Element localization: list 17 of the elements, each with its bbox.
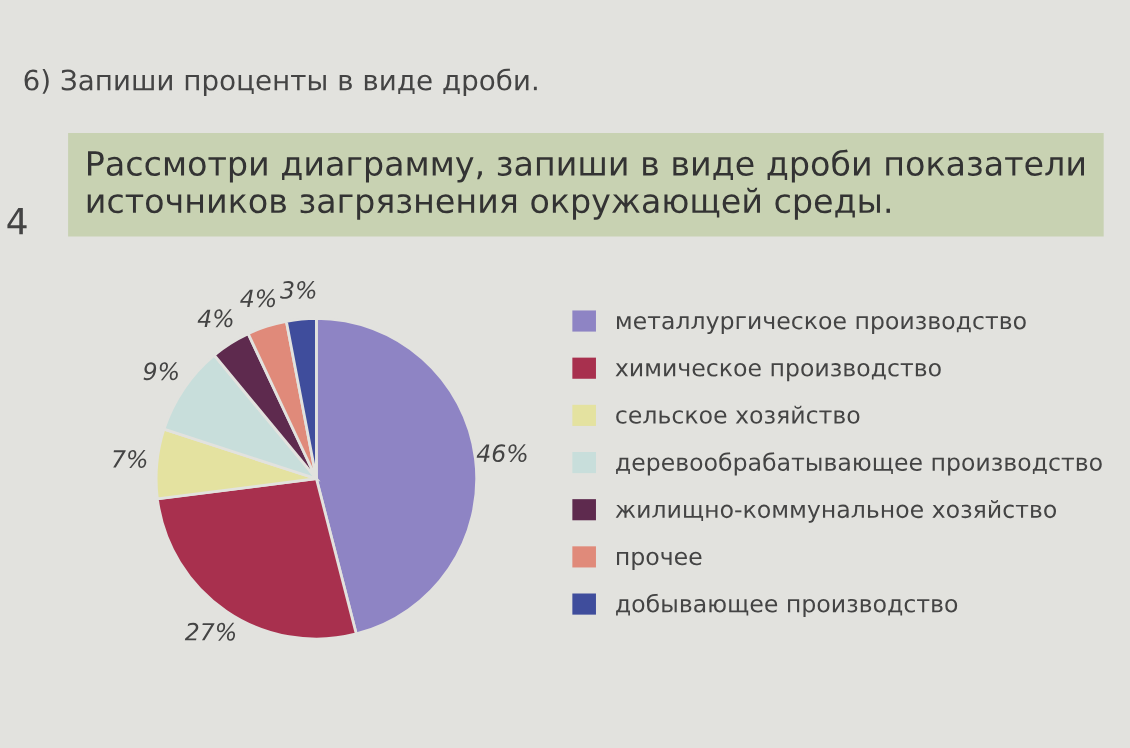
legend-label: сельское хозяйство bbox=[616, 405, 860, 424]
legend-label: деревообрабатывающее производство bbox=[616, 452, 1102, 476]
chart-title: Рассмотри диаграмму, запиши в виде дроби показатели источников загрязнения окружающей среды. bbox=[87, 149, 1084, 220]
legend-label: прочее bbox=[617, 551, 702, 570]
data-label: 7% bbox=[113, 450, 147, 468]
legend-label: добывающее производство bbox=[616, 593, 958, 618]
data-label: 46% bbox=[476, 444, 527, 463]
text: 4 bbox=[7, 208, 27, 235]
data-label: 3% bbox=[280, 281, 316, 299]
legend-label: жилищно-коммунальное хозяйство bbox=[615, 499, 1057, 523]
data-label: 4% bbox=[240, 289, 276, 308]
legend-label: химическое производство bbox=[615, 363, 941, 382]
data-label: 9% bbox=[143, 362, 178, 381]
data-label: 27% bbox=[184, 622, 236, 641]
text: 6) Запиши проценты в виде дроби. bbox=[24, 68, 537, 96]
data-label: 4% bbox=[197, 309, 233, 328]
legend-label: металлургическое производство bbox=[617, 315, 1026, 335]
